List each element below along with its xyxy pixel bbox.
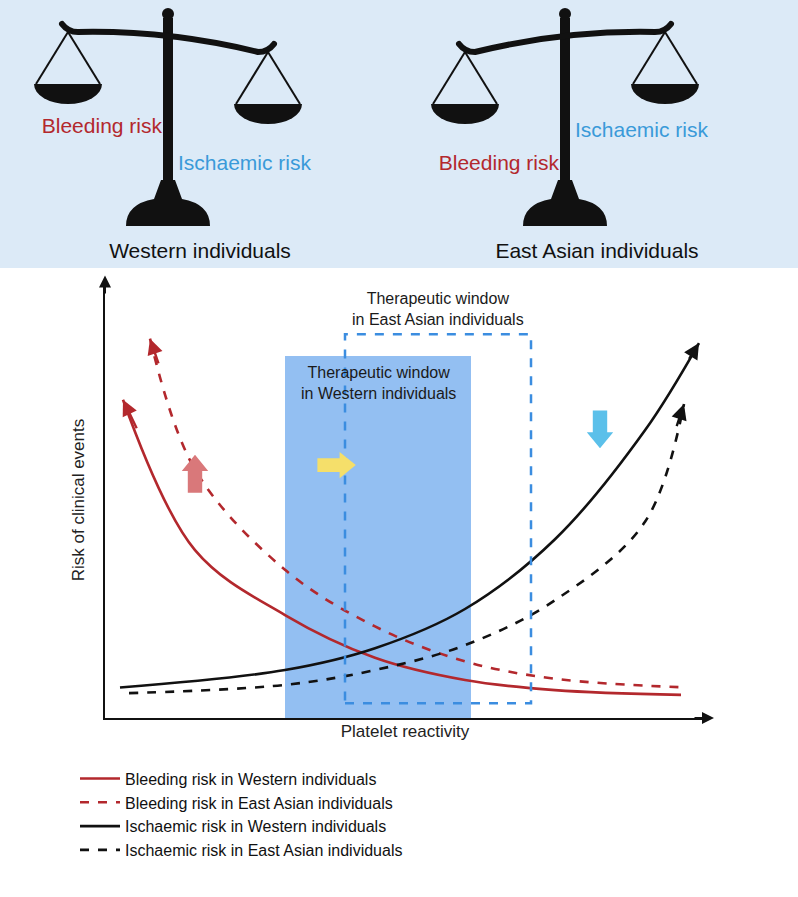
svg-text:Ischaemic risk: Ischaemic risk bbox=[575, 118, 709, 141]
svg-text:Western individuals: Western individuals bbox=[109, 239, 291, 262]
svg-text:Bleeding risk in East Asian in: Bleeding risk in East Asian individuals bbox=[125, 795, 393, 812]
svg-text:Ischaemic risk: Ischaemic risk bbox=[178, 151, 312, 174]
svg-text:Bleeding risk: Bleeding risk bbox=[439, 151, 560, 174]
svg-text:Bleeding risk: Bleeding risk bbox=[42, 114, 163, 137]
svg-text:Therapeutic windowin East Asia: Therapeutic windowin East Asian individu… bbox=[352, 290, 524, 328]
svg-text:Bleeding risk in Western indiv: Bleeding risk in Western individuals bbox=[125, 771, 376, 788]
svg-text:Platelet reactivity: Platelet reactivity bbox=[341, 722, 470, 741]
svg-text:East Asian individuals: East Asian individuals bbox=[495, 239, 698, 262]
svg-text:Ischaemic risk in East Asian i: Ischaemic risk in East Asian individuals bbox=[125, 842, 402, 859]
svg-text:Risk of clinical events: Risk of clinical events bbox=[69, 419, 88, 582]
svg-text:Therapeutic windowin Western i: Therapeutic windowin Western individuals bbox=[301, 364, 456, 402]
svg-text:Ischaemic risk in Western indi: Ischaemic risk in Western individuals bbox=[125, 818, 386, 835]
